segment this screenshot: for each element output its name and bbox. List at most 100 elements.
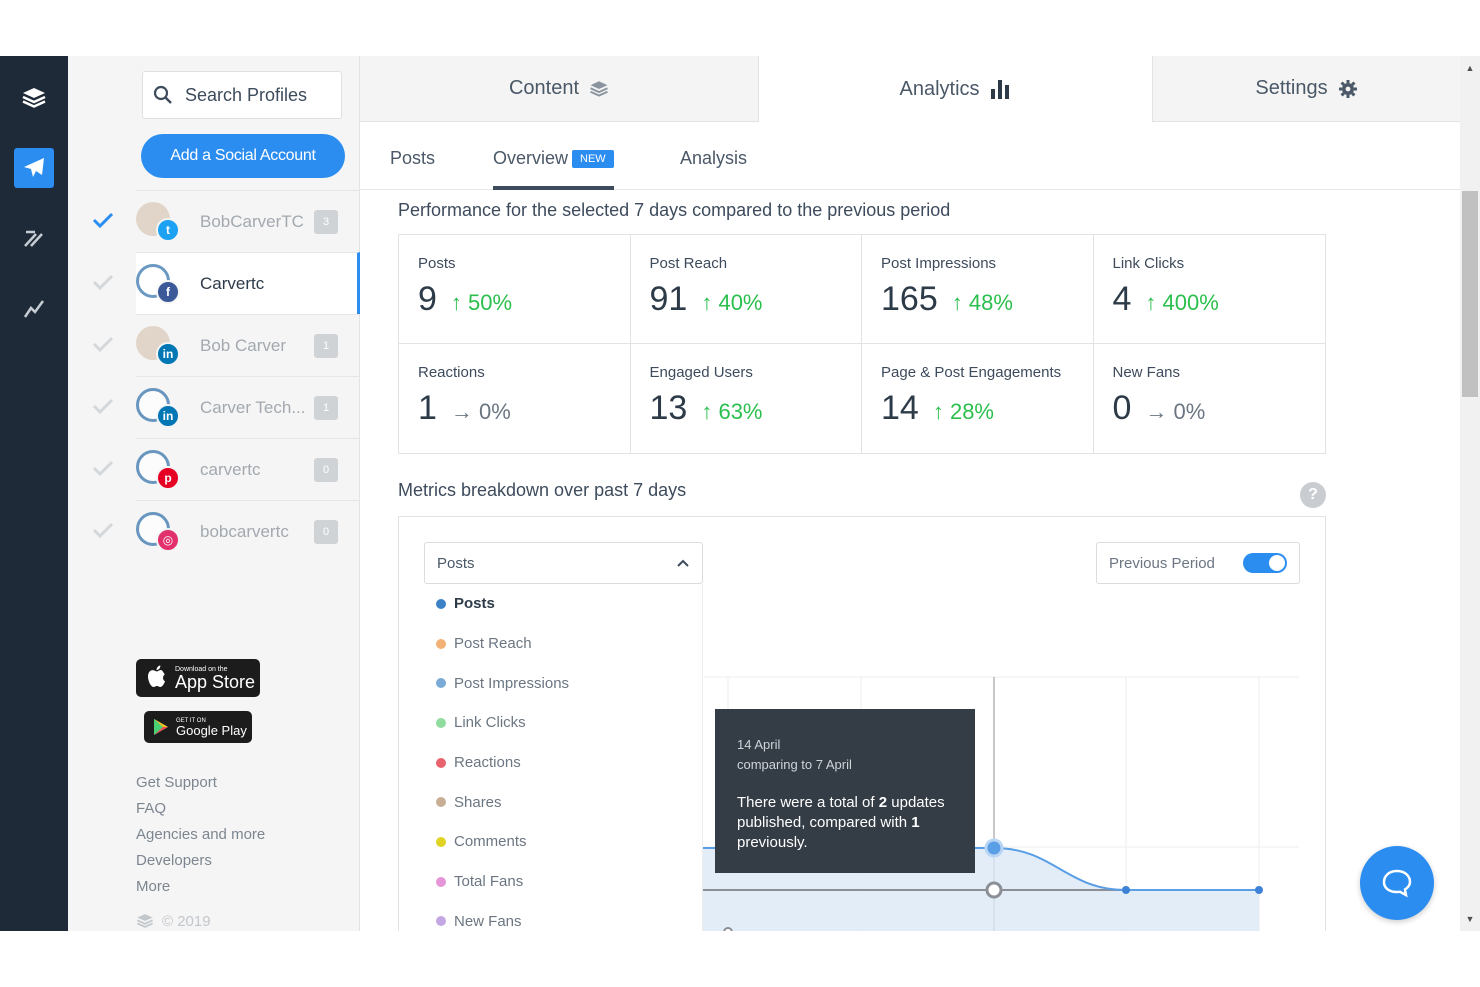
metric-card: Link Clicks 4 ↑ 400% (1093, 235, 1325, 344)
dropdown-option[interactable]: Posts (424, 584, 702, 624)
developers-link[interactable]: Developers (136, 852, 212, 869)
option-dot (436, 797, 446, 808)
option-label: Post Reach (454, 635, 532, 653)
scroll-down-icon[interactable]: ▼ (1465, 914, 1475, 924)
metric-card: Engaged Users 13 ↑ 63% (631, 344, 862, 453)
metric-change-value: 400% (1162, 290, 1219, 315)
option-dot (436, 678, 446, 689)
dropdown-option[interactable]: Total Fans (424, 862, 702, 902)
tab-content-label: Content (508, 77, 580, 99)
dropdown-option[interactable]: Shares (424, 782, 702, 822)
profile-item[interactable]: ◎ bobcarvertc 0 (92, 500, 360, 562)
check-icon[interactable] (92, 521, 114, 539)
metric-change: ↑ 28% (932, 399, 994, 424)
metric-change: ↑ 50% (450, 290, 513, 315)
metric-value: 0 (1112, 389, 1132, 427)
tooltip-msg-pre: There were a total of (737, 794, 879, 811)
check-icon[interactable] (92, 397, 114, 415)
metric-change: ↑ 63% (701, 399, 763, 424)
search-input[interactable] (185, 84, 335, 106)
check-icon[interactable] (92, 459, 114, 477)
posts-point (984, 838, 1004, 858)
more-link[interactable]: More (136, 878, 171, 895)
metric-label: Reactions (418, 364, 485, 381)
app-store-small-text: Download on the (175, 665, 228, 673)
tab-analysis[interactable]: Analysis (680, 148, 747, 169)
dropdown-option[interactable]: Comments (424, 822, 702, 862)
check-icon[interactable] (92, 211, 114, 229)
tab-content[interactable]: Content (360, 56, 759, 122)
dropdown-option[interactable]: Post Reach (424, 624, 702, 664)
breakdown-title: Metrics breakdown over past 7 days (398, 480, 687, 500)
search-icon (153, 85, 172, 104)
posts-point (1255, 886, 1263, 894)
add-social-account-button[interactable]: Add a Social Account (141, 134, 345, 178)
publish-icon[interactable] (14, 148, 54, 188)
tab-analytics[interactable]: Analytics (759, 56, 1152, 122)
metric-label: Page & Post Engagements (881, 364, 1062, 381)
search-profiles[interactable] (142, 71, 342, 119)
metric-select[interactable]: Posts (424, 542, 703, 584)
profiles-sidebar: Add a Social Account t BobCarverTC 3 f Carve… (68, 56, 360, 931)
metric-value: 9 (418, 280, 437, 318)
profile-item[interactable]: in Bob Carver 1 (92, 314, 360, 376)
help-icon[interactable]: ? (1300, 482, 1326, 508)
dropdown-option[interactable]: Link Clicks (424, 703, 702, 743)
profile-name: BobCarverTC (200, 211, 304, 231)
profile-item[interactable]: t BobCarverTC 3 (92, 190, 360, 252)
metrics-grid: Posts 9 ↑ 50% Post Reach 91 ↑ 40% Post Impress… (398, 234, 1326, 454)
tab-settings[interactable]: Settings (1152, 56, 1460, 122)
analytics-icon[interactable] (14, 288, 54, 328)
google-play-text: Google Play (176, 722, 247, 738)
option-label: New Fans (454, 912, 522, 930)
tab-overview-label: Overview (493, 148, 569, 168)
profile-item[interactable]: p carvertc 0 (92, 438, 360, 500)
pinterest-icon: p (156, 465, 180, 490)
reply-icon[interactable] (14, 218, 54, 258)
metric-change: ↑ 48% (951, 290, 1013, 315)
google-play-icon (154, 719, 168, 735)
get-support-link[interactable]: Get Support (136, 774, 217, 791)
gear-icon (1338, 79, 1357, 98)
tab-posts-label: Posts (390, 148, 436, 168)
check-icon[interactable] (92, 273, 114, 291)
chat-icon (1382, 869, 1412, 898)
twitter-icon: t (156, 217, 180, 242)
profile-item[interactable]: in Carver Tech... 1 (92, 376, 360, 438)
scroll-up-icon[interactable]: ▲ (1465, 63, 1475, 73)
metric-select-value: Posts (437, 554, 475, 572)
toggle-switch[interactable] (1243, 553, 1287, 573)
metric-change: → 0% (450, 399, 511, 424)
scroll-thumb[interactable] (1462, 191, 1478, 397)
scrollbar[interactable]: ▲ ▼ (1460, 56, 1480, 931)
option-dot (436, 916, 446, 927)
avatar: p (136, 448, 180, 492)
metric-label: New Fans (1112, 364, 1181, 381)
facebook-icon: f (156, 279, 180, 304)
faq-link[interactable]: FAQ (136, 800, 167, 817)
dropdown-option[interactable]: New Fans (424, 902, 702, 932)
sub-tabs: Posts Overview NEW Analysis (360, 122, 1460, 190)
chart-panel: Posts Posts Post Reach Post Impressions Lin… (398, 516, 1326, 931)
google-play-badge[interactable]: GET IT ON Google Play (144, 711, 252, 743)
logo-icon[interactable] (14, 78, 54, 118)
posts-point (1122, 886, 1130, 894)
dropdown-option[interactable]: Post Impressions (424, 663, 702, 703)
option-dot (436, 638, 446, 649)
tab-overview[interactable]: Overview NEW (493, 148, 614, 190)
metric-label: Link Clicks (1112, 255, 1185, 272)
dropdown-option[interactable]: Reactions (424, 743, 702, 783)
option-dot (436, 598, 446, 609)
profile-item[interactable]: f Carvertc (92, 252, 360, 314)
app-store-badge[interactable]: Download on the App Store (136, 659, 260, 697)
agencies-link[interactable]: Agencies and more (136, 826, 266, 843)
chat-button[interactable] (1360, 846, 1434, 920)
post-count-badge: 1 (314, 395, 338, 420)
tab-analysis-label: Analysis (680, 148, 748, 168)
previous-point (985, 881, 1003, 899)
metric-label: Posts (418, 255, 456, 272)
check-icon[interactable] (92, 335, 114, 353)
previous-period-toggle[interactable]: Previous Period (1096, 542, 1300, 584)
tab-posts[interactable]: Posts (390, 148, 435, 169)
metric-card: Post Impressions 165 ↑ 48% (862, 235, 1094, 344)
